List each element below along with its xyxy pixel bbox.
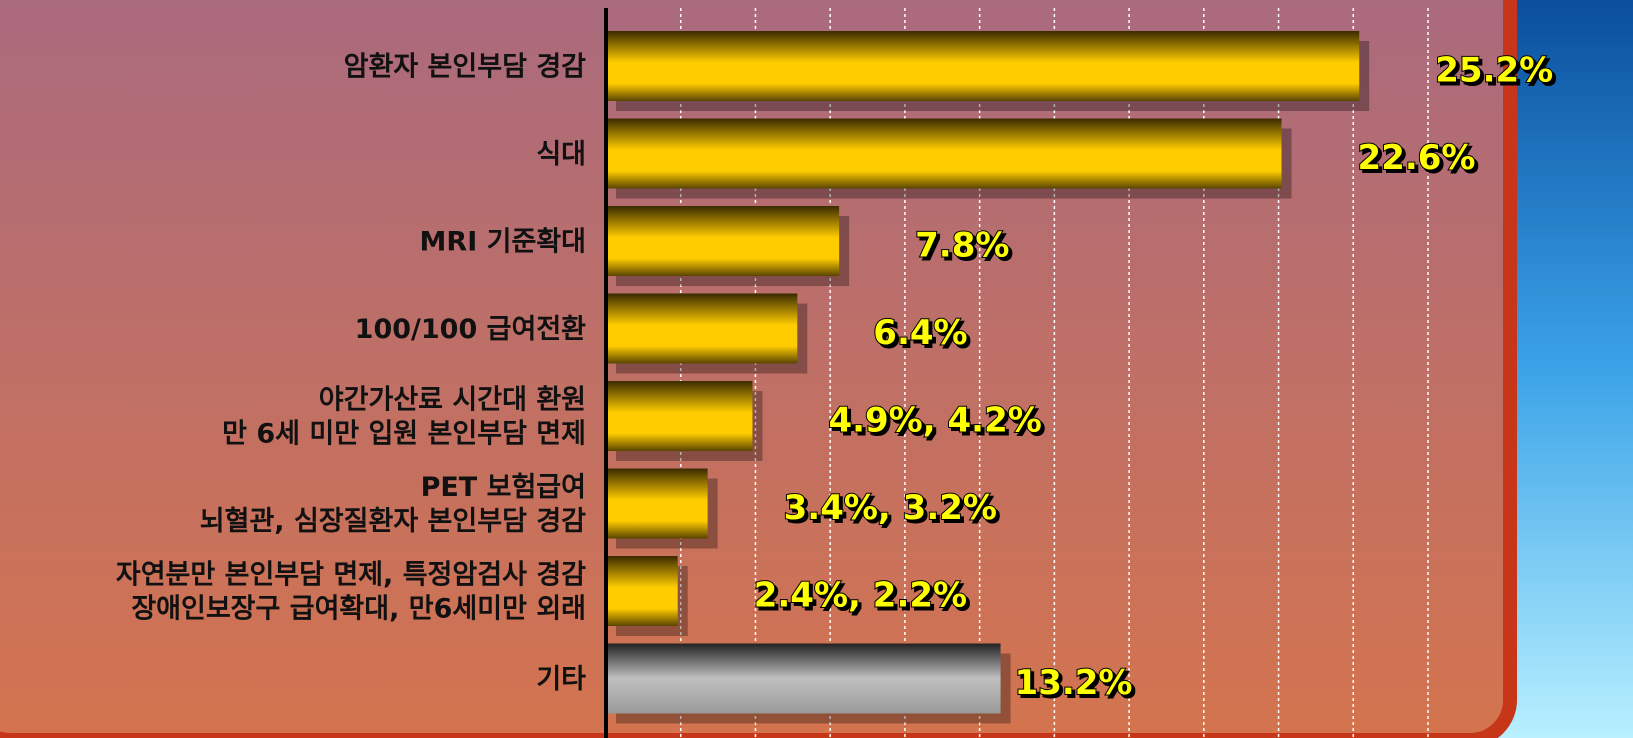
category-label: 야간가산료 시간대 환원 — [319, 385, 586, 416]
category-label: MRI 기준확대 — [420, 227, 586, 258]
bar — [606, 118, 1282, 189]
category-label: 장애인보장구 급여확대, 만6세미만 외래 — [131, 594, 586, 625]
category-label: 100/100 급여전환 — [355, 314, 587, 345]
bar — [606, 468, 708, 539]
category-label: 뇌혈관, 심장질환자 본인부담 경감 — [200, 506, 586, 537]
value-label: 2.4%, 2.2% — [754, 576, 967, 616]
bar — [606, 31, 1360, 101]
bar — [606, 206, 840, 276]
category-label: 암환자 본인부담 경감 — [344, 52, 587, 83]
value-label: 13.2% — [1015, 663, 1133, 703]
value-label: 25.2% — [1435, 51, 1553, 91]
value-label: 3.4%, 3.2% — [784, 488, 997, 528]
category-label: 식대 — [536, 139, 586, 170]
value-label: 6.4% — [873, 313, 967, 353]
bar — [606, 381, 753, 451]
category-label: 기타 — [536, 664, 586, 695]
value-label: 7.8% — [915, 226, 1009, 266]
category-label: 만 6세 미만 입원 본인부담 면제 — [222, 419, 586, 450]
category-label: 자연분만 본인부담 면제, 특정암검사 경감 — [116, 560, 586, 591]
bar — [606, 643, 1001, 714]
bar — [606, 556, 678, 626]
bar — [606, 293, 798, 364]
value-label: 4.9%, 4.2% — [828, 401, 1041, 441]
category-label: PET 보험급여 — [421, 472, 586, 503]
value-label: 22.6% — [1358, 138, 1476, 178]
